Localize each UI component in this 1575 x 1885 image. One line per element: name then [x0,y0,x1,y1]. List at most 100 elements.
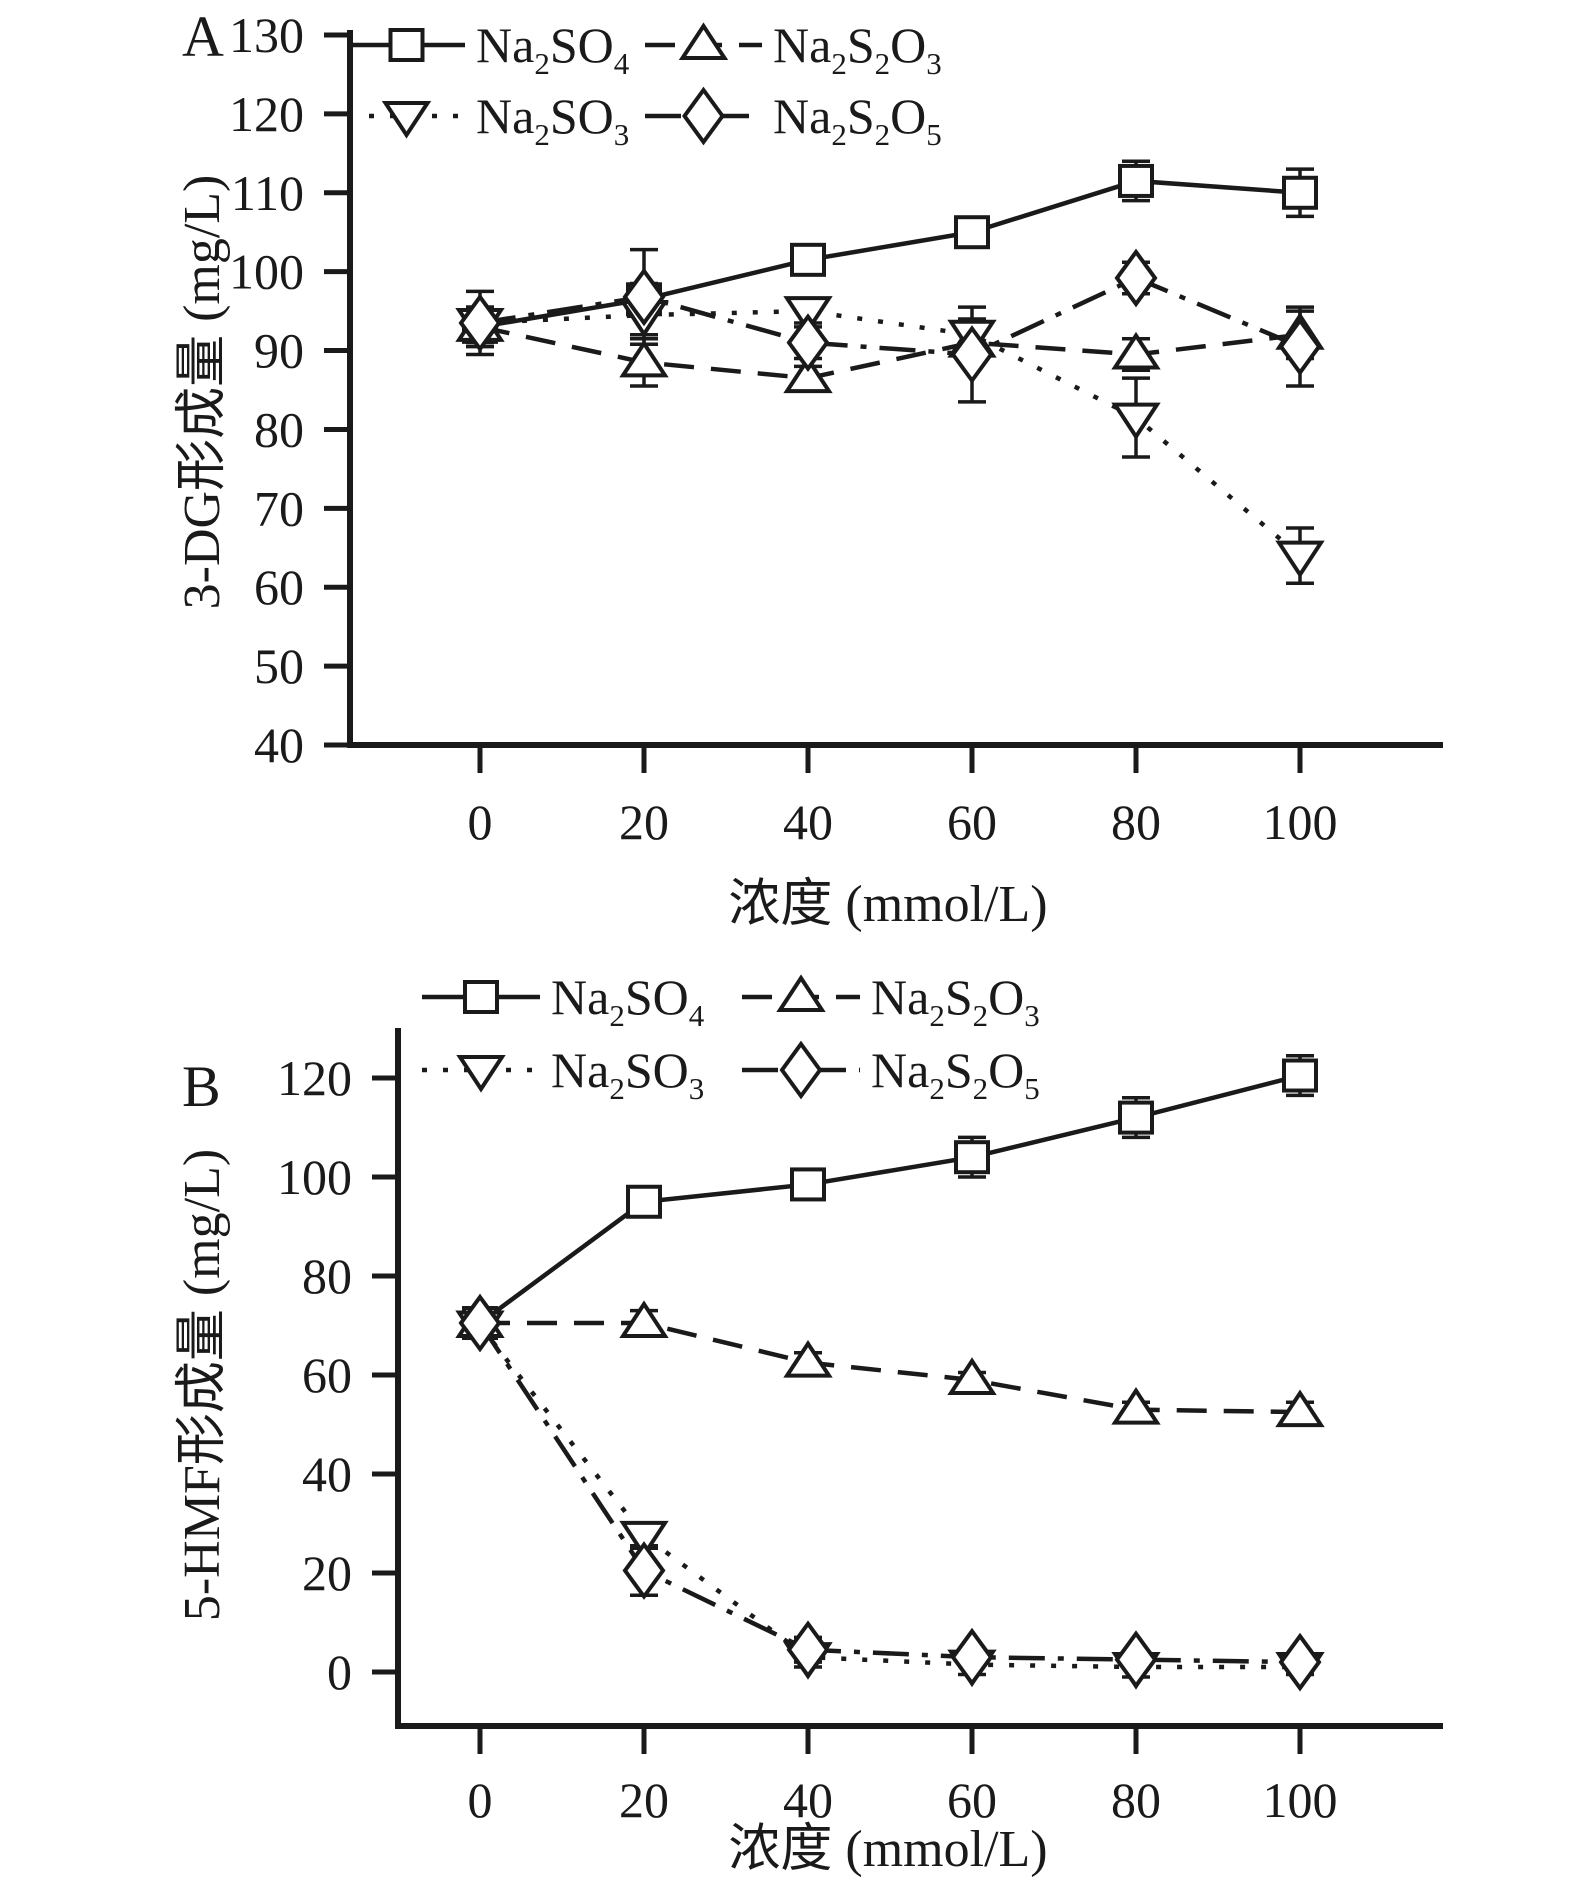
series-markers-Na2SO4 [462,163,1318,344]
panel-b-y-axis-title: 5-HMF形成量 (mg/L) [174,1148,231,1622]
diamond-marker [458,293,502,353]
panel-a-letter: A [182,4,224,69]
series-line-Na2SO4 [479,178,1301,330]
square-marker [626,1184,662,1219]
triangle-down-marker [1111,402,1161,441]
legend-marker-Na2S2O3 [678,22,729,60]
axes: 0 20 40 60 80 100 120 0 20 40 60 80 100 [277,1028,1443,1828]
y-tick-label: 60 [254,559,304,615]
x-tick-label: 40 [783,1772,833,1828]
x-tick-label: 40 [783,794,833,850]
legend-label-Na2SO3: Na2SO3 [551,1042,704,1106]
triangle-up-marker [776,974,826,1012]
diamond-marker [1114,1630,1158,1690]
series-line-Na2SO4 [478,1073,1301,1325]
square-marker [790,242,826,277]
panel-a-y-axis-title: 3-DG形成量 (mg/L) [174,174,231,610]
square-marker [954,1140,990,1175]
series-markers-Na2SO3 [455,1310,1325,1690]
axes: 40 50 60 70 80 90 100 110 120 130 0 20 40 60 80 100 [229,7,1443,850]
triangle-up-marker [947,1357,997,1395]
series-markers-Na2S2O5 [458,1293,1322,1692]
panel-b-x-axis-title: 浓度 (mmol/L) [728,1821,1048,1878]
series-markers-Na2S2O5 [458,248,1322,384]
diamond-marker [786,1620,830,1680]
y-tick-label: 100 [229,244,304,300]
x-tick-label: 0 [468,794,493,850]
x-tick-label: 100 [1263,794,1338,850]
diamond-marker [622,1541,666,1600]
triangle-up-marker [783,355,833,394]
triangle-up-marker [619,339,669,378]
legend-marker-Na2S2O5 [682,86,725,146]
series-line-Na2S2O3 [479,324,1301,381]
legend-label-Na2S2O3: Na2S2O3 [871,969,1040,1033]
triangle-down-marker [619,1520,669,1559]
x-tick-label: 20 [619,1772,669,1828]
diamond-marker [458,1293,502,1353]
square-marker [388,28,425,62]
y-tick-label: 120 [229,86,304,142]
y-tick-label: 40 [254,717,304,773]
y-tick-label: 40 [302,1446,352,1502]
square-marker [1118,163,1154,198]
legend-label-Na2S2O3: Na2S2O3 [773,17,942,81]
errorbars-Na2SO3 [466,293,1314,586]
series-line-Na2S2O3 [480,1320,1301,1415]
legend: Na2SO4 Na2S2O3 Na2SO3 Na2S2O5 [348,17,942,152]
x-tick-label: 0 [468,1772,493,1828]
legend-marker-Na2SO4 [388,28,425,62]
series-line-Na2S2O5 [478,1321,1301,1665]
x-tick-label: 60 [947,1772,997,1828]
diamond-marker [1114,248,1158,308]
series-line-Na2S2O5 [479,275,1301,357]
diamond-marker [682,86,725,146]
diamond-marker [786,313,830,373]
errorbars-Na2S2O5 [466,1313,1314,1669]
legend-marker-Na2SO3 [381,101,432,139]
diamond-marker [1278,1632,1322,1692]
legend-label-Na2S2O5: Na2S2O5 [773,88,942,152]
panel-b-letter: B [182,1054,221,1119]
diamond-marker [1278,317,1322,376]
triangle-up-marker [1111,1387,1161,1425]
y-tick-label: 20 [302,1545,352,1601]
triangle-down-marker [456,1055,506,1093]
triangle-up-marker [1111,331,1161,370]
legend-marker-Na2S2O5 [779,1040,823,1100]
panel-b-chart: 0 20 40 60 80 100 120 0 20 40 60 80 100 Na2SO4 Na2S2O3… [277,969,1443,1828]
square-marker [463,980,499,1014]
square-marker [1118,1100,1154,1135]
y-tick-label: 120 [277,1050,352,1106]
triangle-up-marker [619,1300,669,1339]
legend-label-Na2SO4: Na2SO4 [551,969,705,1033]
y-tick-label: 80 [254,401,304,457]
triangle-up-marker [783,1339,833,1378]
diamond-marker [779,1040,823,1100]
legend-label-Na2S2O5: Na2S2O5 [871,1042,1040,1106]
y-tick-label: 50 [254,638,304,694]
panel-a-x-axis-title: 浓度 (mmol/L) [728,876,1048,933]
square-marker [790,1167,826,1202]
series-markers-Na2SO3 [455,296,1325,579]
legend-marker-Na2SO4 [463,980,499,1014]
triangle-up-marker [1275,1389,1325,1428]
legend-marker-Na2SO3 [456,1055,506,1093]
x-tick-label: 20 [619,794,669,850]
legend-marker-Na2S2O3 [776,974,826,1012]
legend-label-Na2SO4: Na2SO4 [476,17,630,81]
errorbars-Na2SO4 [466,159,1314,349]
y-tick-label: 70 [254,480,304,536]
diamond-marker [622,267,666,327]
y-tick-label: 100 [277,1149,352,1205]
square-marker [954,215,990,250]
legend: Na2SO4 Na2S2O3 Na2SO3 Na2S2O5 [422,969,1040,1106]
triangle-down-marker [1275,540,1325,579]
diamond-marker [950,325,994,384]
x-tick-label: 80 [1111,794,1161,850]
triangle-down-marker [381,101,432,139]
y-tick-label: 90 [254,323,304,379]
x-tick-label: 100 [1263,1772,1338,1828]
errorbars-Na2S2O5 [466,247,1314,404]
